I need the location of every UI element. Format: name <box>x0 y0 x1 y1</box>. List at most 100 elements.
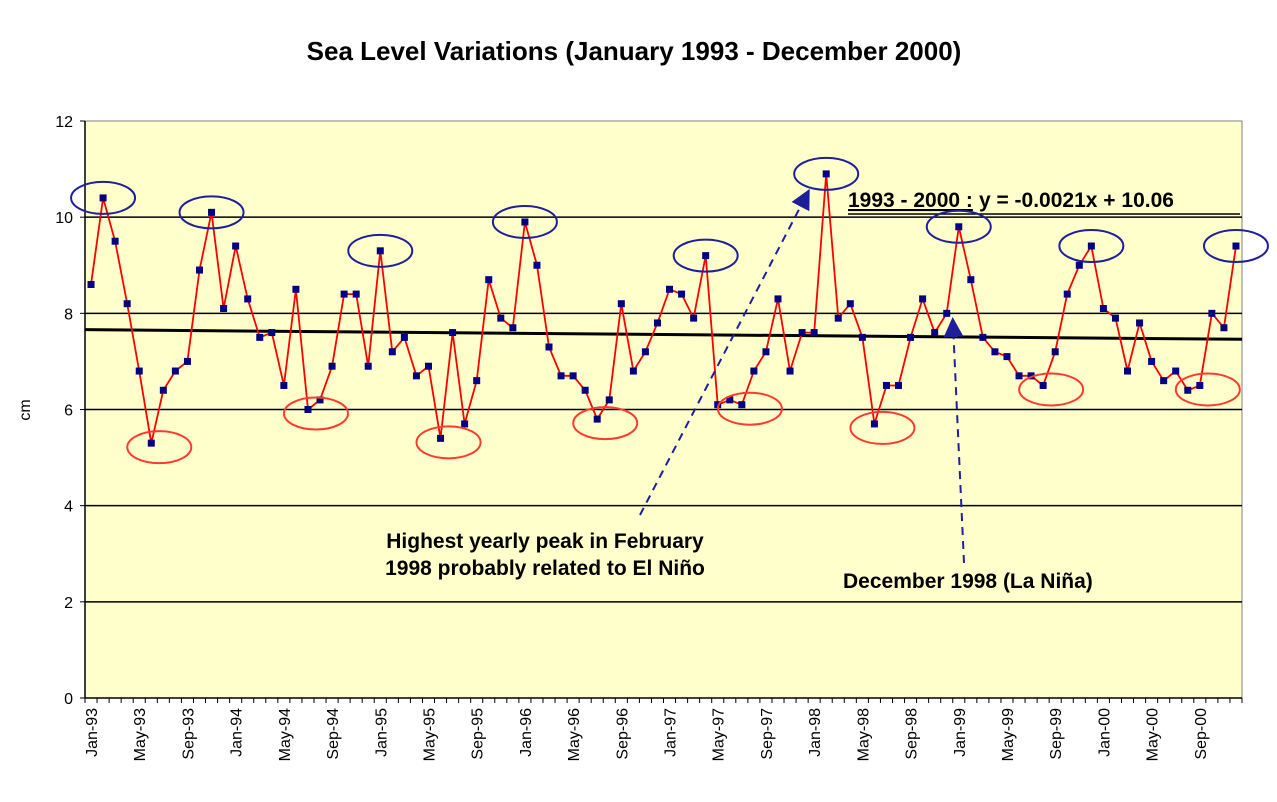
data-point <box>111 237 119 245</box>
data-point <box>533 261 541 269</box>
data-point <box>364 362 372 370</box>
data-point <box>1039 381 1047 389</box>
gridlines <box>85 216 1242 603</box>
x-tick-label: Sep-97 <box>759 708 776 760</box>
low-trough-circle <box>716 391 783 426</box>
data-point <box>1051 348 1059 356</box>
high-peak-circle <box>1202 229 1269 264</box>
data-point <box>690 314 698 322</box>
x-tick-label: Sep-95 <box>470 708 487 760</box>
data-point <box>629 367 637 375</box>
data-point <box>907 333 915 341</box>
low-trough-circle <box>1018 372 1085 407</box>
data-point <box>882 381 890 389</box>
data-point <box>1172 367 1180 375</box>
data-point <box>352 290 360 298</box>
data-point <box>449 329 457 337</box>
annotations: Highest yearly peak in February 1998 prob… <box>385 188 1093 593</box>
data-point <box>726 396 734 404</box>
data-point <box>557 372 565 380</box>
chart-title: Sea Level Variations (January 1993 - Dec… <box>307 36 962 66</box>
low-trough-circle <box>1174 372 1241 407</box>
data-point <box>171 367 179 375</box>
y-tick-label: 6 <box>64 403 73 420</box>
x-tick-label: Jan-94 <box>229 708 246 757</box>
x-tick-label: Jan-98 <box>807 708 824 757</box>
data-point <box>1208 309 1216 317</box>
data-point <box>99 194 107 202</box>
data-point <box>316 396 324 404</box>
data-point <box>135 367 143 375</box>
data-point <box>870 420 878 428</box>
x-tick-label: May-98 <box>855 708 872 761</box>
data-point <box>653 319 661 327</box>
data-point <box>328 362 336 370</box>
data-point <box>979 333 987 341</box>
data-point <box>617 300 625 308</box>
data-point <box>220 305 228 313</box>
la-nina-annotation: December 1998 (La Niña) <box>843 570 1093 593</box>
y-tick-label: 12 <box>55 114 73 131</box>
high-peak-circle <box>491 204 558 239</box>
data-point <box>280 381 288 389</box>
high-peak-circle <box>178 195 245 230</box>
data-point <box>424 362 432 370</box>
la-nina-arrow <box>943 317 965 564</box>
data-point <box>943 309 951 317</box>
data-point <box>605 396 613 404</box>
x-tick-label: Sep-93 <box>180 708 197 760</box>
data-point <box>376 247 384 255</box>
x-tick-label: May-97 <box>711 708 728 761</box>
data-point <box>521 218 529 226</box>
data-point <box>846 300 854 308</box>
data-point <box>810 329 818 337</box>
highlight-circles <box>70 156 1269 465</box>
high-peak-circle <box>347 233 414 268</box>
x-tick-label: Jan-97 <box>663 708 680 757</box>
data-point <box>1015 372 1023 380</box>
y-tick-label: 2 <box>64 595 73 612</box>
x-tick-label: May-99 <box>1000 708 1017 761</box>
x-tick-label: May-94 <box>277 708 294 761</box>
data-point <box>955 223 963 231</box>
data-point <box>1196 381 1204 389</box>
data-point <box>123 300 131 308</box>
data-point <box>545 343 553 351</box>
data-point <box>147 439 155 447</box>
high-peak-circle <box>70 180 137 215</box>
data-point <box>340 290 348 298</box>
data-point <box>702 252 710 260</box>
x-tick-label: Sep-96 <box>614 708 631 760</box>
high-peak-circle <box>672 238 739 273</box>
low-trough-circle <box>282 396 349 431</box>
x-tick-label: May-00 <box>1145 708 1162 761</box>
data-point <box>509 324 517 332</box>
data-point <box>1099 305 1107 313</box>
data-point <box>750 367 758 375</box>
low-trough-circle <box>126 430 193 465</box>
high-peak-circle <box>793 156 860 191</box>
data-point <box>437 434 445 442</box>
x-tick-label: Jan-95 <box>373 708 390 757</box>
data-point <box>1184 386 1192 394</box>
x-tick-label: Jan-99 <box>952 708 969 757</box>
high-peak-circle <box>925 209 992 244</box>
el-nino-annotation-line1: Highest yearly peak in February <box>386 530 704 553</box>
data-point <box>232 242 240 250</box>
trendline-formula: y = -0.0021x + 10.06 <box>979 189 1174 212</box>
data-point <box>786 367 794 375</box>
data-point <box>858 333 866 341</box>
y-tick-label: 10 <box>55 210 73 227</box>
data-point <box>268 329 276 337</box>
data-point <box>967 276 975 284</box>
trendline-label: 1993 - 2000 : <box>848 189 973 212</box>
data-point <box>593 415 601 423</box>
data-point <box>473 377 481 385</box>
data-point <box>569 372 577 380</box>
data-point <box>774 295 782 303</box>
data-point <box>798 329 806 337</box>
data-point <box>485 276 493 284</box>
x-tick-label: May-96 <box>566 708 583 761</box>
data-point <box>666 285 674 293</box>
